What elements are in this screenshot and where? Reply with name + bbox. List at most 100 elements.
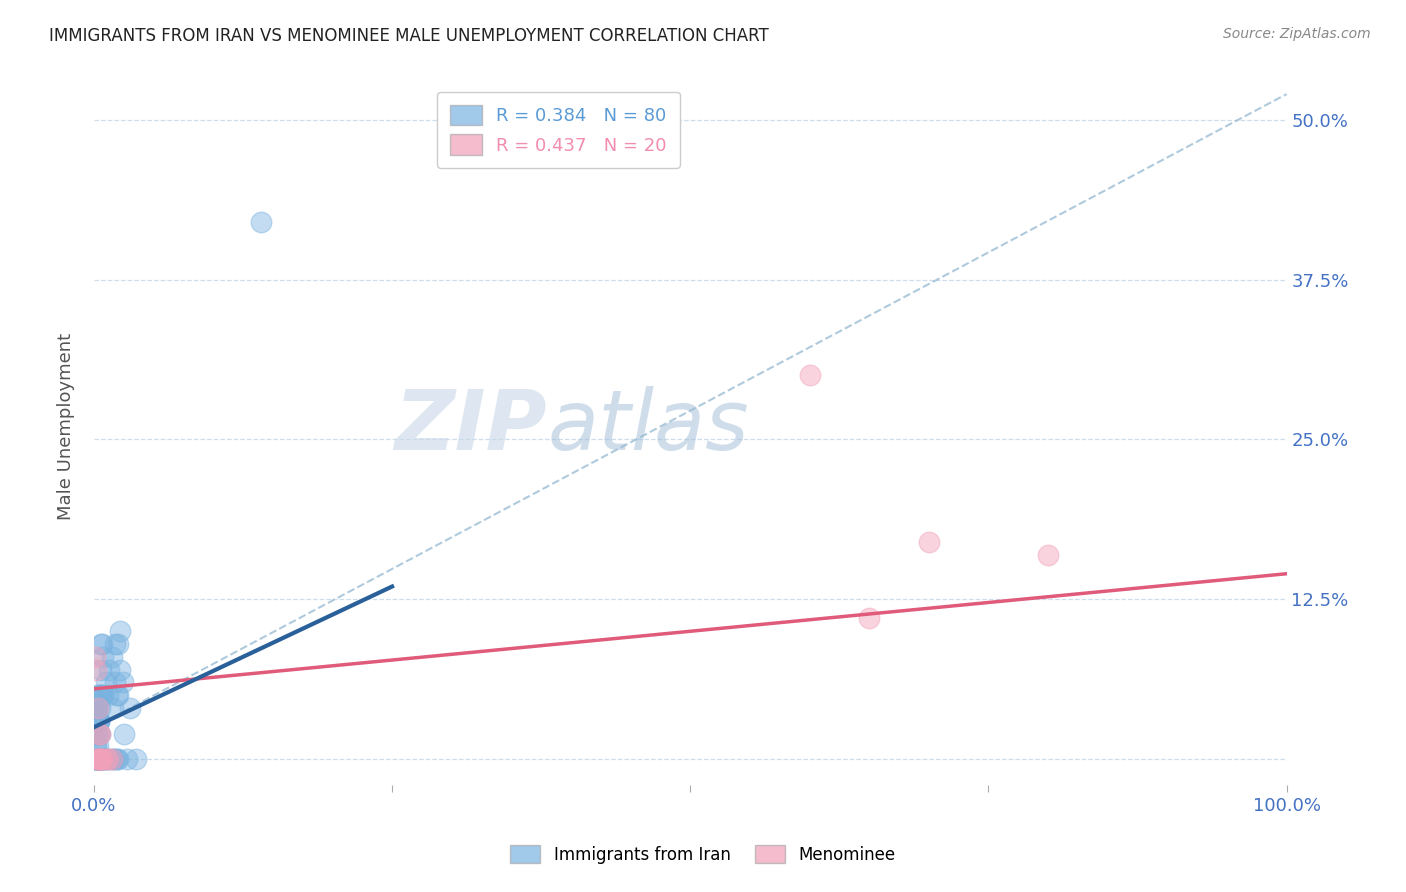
Point	[90, 752, 112, 766]
Point	[90, 752, 112, 766]
Point	[93, 752, 115, 766]
Point	[86, 752, 108, 766]
Text: Source: ZipAtlas.com: Source: ZipAtlas.com	[1223, 27, 1371, 41]
Point	[86, 714, 108, 728]
Point	[91, 752, 114, 766]
Point	[86, 726, 108, 740]
Point	[94, 752, 117, 766]
Y-axis label: Male Unemployment: Male Unemployment	[58, 333, 75, 520]
Point	[250, 215, 273, 229]
Point	[107, 637, 129, 651]
Point	[90, 637, 112, 651]
Point	[918, 534, 941, 549]
Point	[93, 752, 115, 766]
Point	[86, 701, 108, 715]
Point	[90, 752, 112, 766]
Point	[101, 752, 124, 766]
Point	[94, 675, 117, 690]
Point	[93, 688, 115, 702]
Point	[84, 726, 107, 740]
Point	[89, 726, 111, 740]
Point	[86, 752, 108, 766]
Point	[86, 701, 108, 715]
Point	[86, 752, 108, 766]
Point	[90, 752, 112, 766]
Point	[107, 752, 129, 766]
Point	[86, 739, 108, 754]
Legend: Immigrants from Iran, Menominee: Immigrants from Iran, Menominee	[503, 838, 903, 871]
Point	[101, 701, 124, 715]
Point	[84, 739, 107, 754]
Point	[858, 611, 880, 625]
Point	[86, 752, 108, 766]
Point	[86, 752, 108, 766]
Point	[104, 752, 127, 766]
Point	[84, 701, 107, 715]
Point	[87, 752, 110, 766]
Point	[86, 701, 108, 715]
Point	[105, 688, 128, 702]
Point	[87, 752, 110, 766]
Point	[86, 752, 108, 766]
Point	[86, 752, 108, 766]
Point	[86, 752, 108, 766]
Point	[87, 714, 110, 728]
Point	[86, 752, 108, 766]
Legend: R = 0.384   N = 80, R = 0.437   N = 20: R = 0.384 N = 80, R = 0.437 N = 20	[437, 92, 679, 168]
Point	[90, 688, 112, 702]
Point	[86, 726, 108, 740]
Point	[86, 714, 108, 728]
Point	[87, 714, 110, 728]
Point	[86, 752, 108, 766]
Point	[105, 752, 128, 766]
Text: IMMIGRANTS FROM IRAN VS MENOMINEE MALE UNEMPLOYMENT CORRELATION CHART: IMMIGRANTS FROM IRAN VS MENOMINEE MALE U…	[49, 27, 769, 45]
Point	[86, 714, 108, 728]
Point	[86, 688, 108, 702]
Point	[799, 368, 821, 383]
Point	[84, 752, 107, 766]
Point	[104, 637, 127, 651]
Point	[89, 688, 111, 702]
Point	[111, 675, 134, 690]
Point	[86, 752, 108, 766]
Point	[87, 752, 110, 766]
Point	[94, 752, 117, 766]
Point	[108, 663, 131, 677]
Point	[86, 739, 108, 754]
Point	[93, 752, 115, 766]
Point	[86, 701, 108, 715]
Text: ZIP: ZIP	[395, 386, 547, 467]
Point	[93, 649, 115, 664]
Point	[86, 663, 108, 677]
Point	[89, 726, 111, 740]
Point	[87, 714, 110, 728]
Point	[87, 752, 110, 766]
Point	[89, 752, 111, 766]
Point	[89, 701, 111, 715]
Point	[101, 752, 124, 766]
Point	[101, 752, 124, 766]
Point	[90, 663, 112, 677]
Point	[107, 688, 129, 702]
Point	[97, 752, 120, 766]
Point	[101, 649, 124, 664]
Point	[86, 752, 108, 766]
Point	[97, 752, 120, 766]
Point	[117, 752, 139, 766]
Point	[89, 752, 111, 766]
Point	[124, 752, 146, 766]
Point	[87, 752, 110, 766]
Point	[84, 726, 107, 740]
Point	[91, 637, 114, 651]
Point	[112, 726, 135, 740]
Point	[86, 752, 108, 766]
Text: atlas: atlas	[547, 386, 749, 467]
Point	[87, 726, 110, 740]
Point	[84, 649, 107, 664]
Point	[1036, 548, 1059, 562]
Point	[118, 701, 141, 715]
Point	[91, 688, 114, 702]
Point	[87, 726, 110, 740]
Point	[98, 663, 121, 677]
Point	[84, 752, 107, 766]
